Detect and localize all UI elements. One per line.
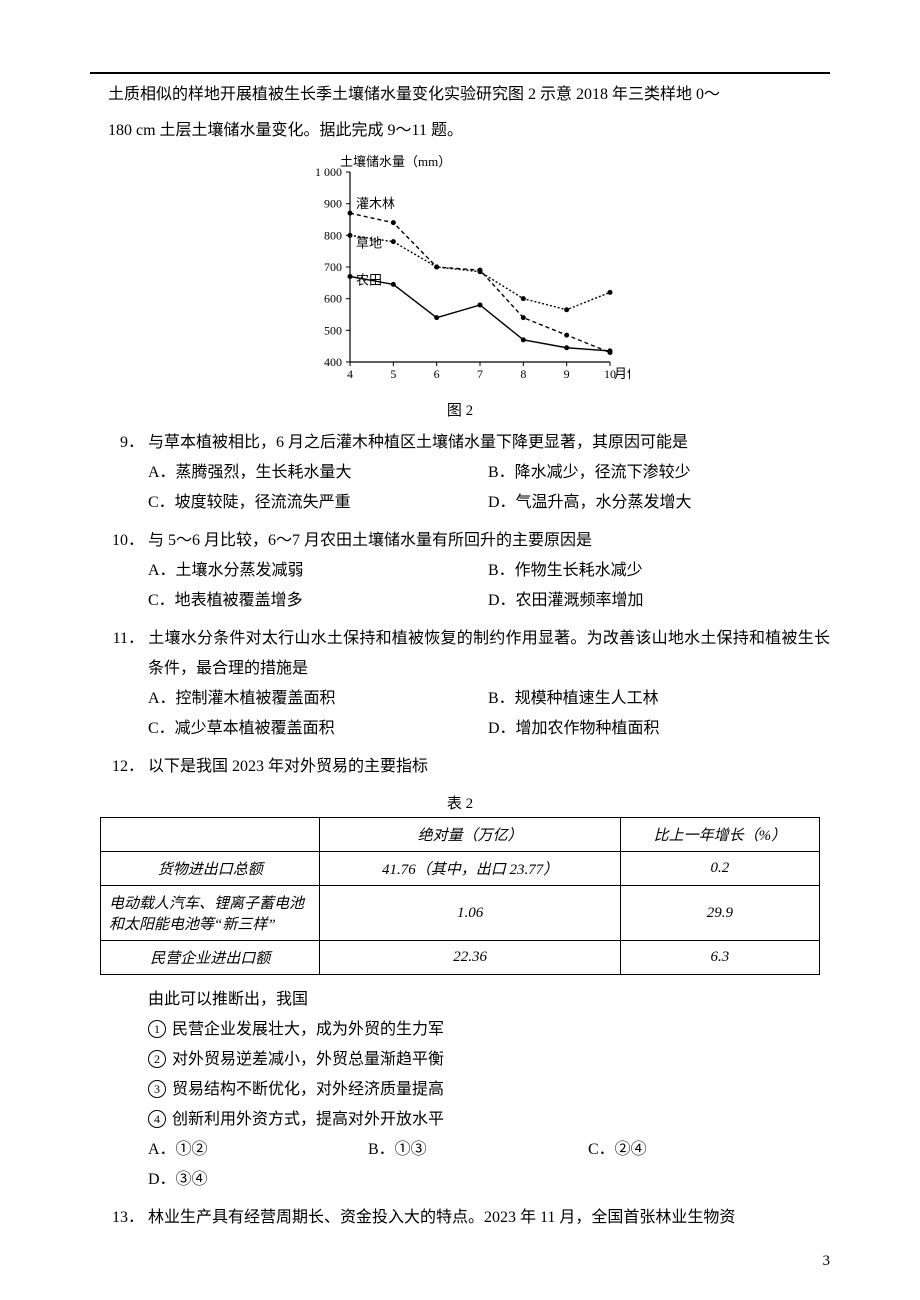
intro-line2: 180 cm 土层土壤储水量变化。据此完成 9～11 题。 [90,116,830,146]
svg-text:9: 9 [564,367,570,381]
header-rule [90,72,830,74]
q11-opt-b: B．规模种植速生人工林 [488,684,828,714]
q9-opt-b: B．降水减少，径流下渗较少 [488,458,828,488]
s1-text: 民营企业发展壮大，成为外贸的生力军 [172,1021,444,1038]
s4-text: 创新利用外资方式，提高对外开放水平 [172,1111,444,1128]
q11-opt-d: D．增加农作物种植面积 [488,714,828,744]
svg-text:月份: 月份 [614,366,630,381]
q10-stem-line: 10．与 5～6 月比较，6～7 月农田土壤储水量有所回升的主要原因是 [90,526,830,556]
svg-text:400: 400 [324,355,342,369]
q12-options: A．①② B．①③ C．②④ D．③④ [90,1135,830,1195]
q10-stem: 与 5～6 月比较，6～7 月农田土壤储水量有所回升的主要原因是 [148,532,592,549]
table-2-caption: 表 2 [90,792,830,813]
svg-text:500: 500 [324,323,342,337]
q11-opt-c: C．减少草本植被覆盖面积 [148,714,488,744]
svg-text:7: 7 [477,367,483,381]
svg-text:灌木林: 灌木林 [356,196,395,211]
q12-stem-line: 12．以下是我国 2023 年对外贸易的主要指标 [90,752,830,782]
page: 土质相似的样地开展植被生长季土壤储水量变化实验研究图 2 示意 2018 年三类… [0,0,920,1300]
table-row: 民营企业进出口额 22.36 6.3 [101,941,820,975]
q11-stem-line: 11．土壤水分条件对太行山水土保持和植被恢复的制约作用显著。为改善该山地水土保持… [90,624,830,684]
svg-text:土壤储水量（mm）: 土壤储水量（mm） [340,154,451,169]
svg-text:6: 6 [434,367,440,381]
question-12: 12．以下是我国 2023 年对外贸易的主要指标 表 2 绝对量（万亿） 比上一… [90,752,830,1195]
cell: 电动载人汽车、锂离子蓄电池和太阳能电池等“新三样” [101,886,320,941]
svg-text:5: 5 [390,367,396,381]
question-11: 11．土壤水分条件对太行山水土保持和植被恢复的制约作用显著。为改善该山地水土保持… [90,624,830,744]
q10-opt-a: A．土壤水分蒸发减弱 [148,556,488,586]
q11-stem: 土壤水分条件对太行山水土保持和植被恢复的制约作用显著。为改善该山地水土保持和植被… [148,630,830,677]
q12-infer-intro: 由此可以推断出，我国 [90,985,830,1015]
circled-2-icon: 2 [148,1050,166,1068]
s3-text: 贸易结构不断优化，对外经济质量提高 [172,1081,444,1098]
cell: 货物进出口总额 [101,852,320,886]
cell: 41.76（其中，出口 23.77） [320,852,620,886]
q12-stem: 以下是我国 2023 年对外贸易的主要指标 [148,758,428,775]
table-row: 电动载人汽车、锂离子蓄电池和太阳能电池等“新三样” 1.06 29.9 [101,886,820,941]
circled-4-icon: 4 [148,1110,166,1128]
col-2: 比上一年增长（%） [620,818,819,852]
q13-stem: 林业生产具有经营周期长、资金投入大的特点。2023 年 11 月，全国首张林业生… [148,1209,735,1226]
svg-text:1 000: 1 000 [315,165,342,179]
circled-3-icon: 3 [148,1080,166,1098]
svg-text:800: 800 [324,228,342,242]
table-row: 货物进出口总额 41.76（其中，出口 23.77） 0.2 [101,852,820,886]
q12-opt-d: D．③④ [148,1165,368,1195]
svg-text:8: 8 [520,367,526,381]
q11-options: A．控制灌木植被覆盖面积 B．规模种植速生人工林 C．减少草本植被覆盖面积 D．… [90,684,830,744]
q12-opt-b: B．①③ [368,1135,588,1165]
cell: 民营企业进出口额 [101,941,320,975]
q12-statement-3: 3 贸易结构不断优化，对外经济质量提高 [90,1075,830,1105]
q9-opt-a: A．蒸腾强烈，生长耗水量大 [148,458,488,488]
q12-statement-4: 4 创新利用外资方式，提高对外开放水平 [90,1105,830,1135]
soil-water-chart: 土壤储水量（mm）4005006007008009001 00045678910… [290,152,630,392]
question-13: 13．林业生产具有经营周期长、资金投入大的特点。2023 年 11 月，全国首张… [90,1203,830,1233]
svg-text:600: 600 [324,292,342,306]
q12-number: 12． [108,752,144,782]
circled-1-icon: 1 [148,1020,166,1038]
col-0 [101,818,320,852]
question-9: 9．与草本植被相比，6 月之后灌木种植区土壤储水量下降更显著，其原因可能是 A．… [90,428,830,518]
q11-opt-a: A．控制灌木植被覆盖面积 [148,684,488,714]
page-number: 3 [823,1253,831,1270]
s2-text: 对外贸易逆差减小，外贸总量渐趋平衡 [172,1051,444,1068]
q9-opt-d: D．气温升高，水分蒸发增大 [488,488,828,518]
cell: 6.3 [620,941,819,975]
q10-number: 10． [108,526,144,556]
cell: 22.36 [320,941,620,975]
q13-stem-line: 13．林业生产具有经营周期长、资金投入大的特点。2023 年 11 月，全国首张… [90,1203,830,1233]
q11-number: 11． [108,624,144,654]
q12-statement-2: 2 对外贸易逆差减小，外贸总量渐趋平衡 [90,1045,830,1075]
q12-opt-c: C．②④ [588,1135,808,1165]
q9-options: A．蒸腾强烈，生长耗水量大 B．降水减少，径流下渗较少 C．坡度较陡，径流流失严… [90,458,830,518]
col-1: 绝对量（万亿） [320,818,620,852]
q10-opt-c: C．地表植被覆盖增多 [148,586,488,616]
cell: 0.2 [620,852,819,886]
cell: 29.9 [620,886,819,941]
q10-options: A．土壤水分蒸发减弱 B．作物生长耗水减少 C．地表植被覆盖增多 D．农田灌溉频… [90,556,830,616]
q12-opt-a: A．①② [148,1135,368,1165]
figure-caption: 图 2 [90,399,830,420]
table-header-row: 绝对量（万亿） 比上一年增长（%） [101,818,820,852]
svg-text:700: 700 [324,260,342,274]
svg-text:农田: 农田 [356,273,382,288]
trade-table: 绝对量（万亿） 比上一年增长（%） 货物进出口总额 41.76（其中，出口 23… [100,817,820,975]
figure-2: 土壤储水量（mm）4005006007008009001 00045678910… [90,152,830,420]
svg-text:草地: 草地 [356,235,382,250]
q9-stem-line: 9．与草本植被相比，6 月之后灌木种植区土壤储水量下降更显著，其原因可能是 [90,428,830,458]
q12-statement-1: 1 民营企业发展壮大，成为外贸的生力军 [90,1015,830,1045]
intro-line1: 土质相似的样地开展植被生长季土壤储水量变化实验研究图 2 示意 2018 年三类… [90,80,830,110]
cell: 1.06 [320,886,620,941]
q9-number: 9． [108,428,144,458]
q10-opt-d: D．农田灌溉频率增加 [488,586,828,616]
svg-text:4: 4 [347,367,353,381]
q10-opt-b: B．作物生长耗水减少 [488,556,828,586]
q9-stem: 与草本植被相比，6 月之后灌木种植区土壤储水量下降更显著，其原因可能是 [148,434,688,451]
q13-number: 13． [108,1203,144,1233]
q9-opt-c: C．坡度较陡，径流流失严重 [148,488,488,518]
question-10: 10．与 5～6 月比较，6～7 月农田土壤储水量有所回升的主要原因是 A．土壤… [90,526,830,616]
svg-text:900: 900 [324,197,342,211]
